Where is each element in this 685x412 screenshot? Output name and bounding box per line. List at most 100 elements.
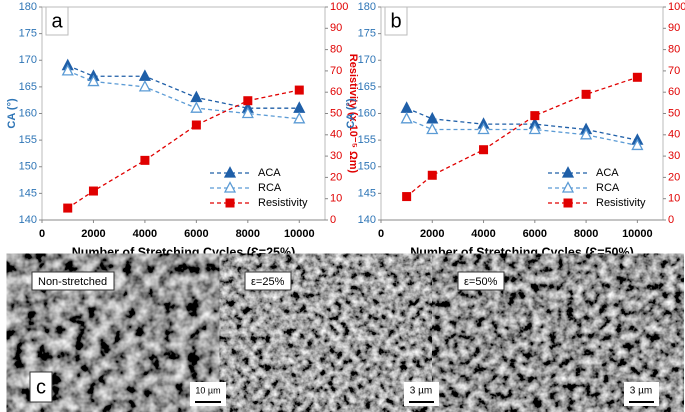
panel-label-box <box>45 6 69 36</box>
y2-tick-label: 70 <box>330 65 342 77</box>
marker <box>530 111 540 121</box>
series-line <box>67 64 300 109</box>
marker <box>138 79 151 92</box>
y2-tick-label: 20 <box>330 171 342 183</box>
y-tick-label: 160 <box>358 107 376 119</box>
y-axis-label: CA (°) <box>345 98 357 129</box>
series-line <box>406 118 638 147</box>
x-tick-label: 0 <box>378 228 384 240</box>
y-tick-label: 160 <box>19 107 37 119</box>
x-tick-label: 8000 <box>236 228 260 240</box>
legend-label: RCA <box>596 182 620 194</box>
image-label: ε=25% <box>251 276 285 288</box>
y2-tick-label: 80 <box>330 44 342 56</box>
legend-label: ACA <box>258 167 281 179</box>
x-axis-label: Number of Stretching Cycles (Ɛ=50%) <box>410 245 634 259</box>
y2-axis-label: Resistivity (x 10⁻⁵ Ωm) <box>347 54 359 174</box>
image-label: Non-stretched <box>38 276 107 288</box>
marker <box>190 90 203 103</box>
marker <box>140 155 150 165</box>
y-tick-label: 140 <box>19 214 37 226</box>
panel-label: b <box>390 10 401 32</box>
y-tick-label: 140 <box>358 214 376 226</box>
panel-label: a <box>51 10 63 32</box>
y2-tick-label: 0 <box>330 214 336 226</box>
y2-tick-label: 90 <box>330 22 342 34</box>
marker <box>528 122 541 135</box>
y2-tick-label: 70 <box>668 65 680 77</box>
legend-label: Resistivity <box>596 197 646 209</box>
marker <box>138 69 151 81</box>
panel-label-box <box>29 371 53 403</box>
y2-tick-label: 0 <box>668 214 674 226</box>
marker <box>400 111 413 124</box>
y2-tick-label: 60 <box>668 86 680 98</box>
marker <box>88 186 98 196</box>
x-tick-label: 10000 <box>622 228 653 240</box>
y2-tick-label: 100 <box>330 1 348 13</box>
y2-tick-label: 60 <box>330 86 342 98</box>
y-tick-label: 175 <box>19 28 37 40</box>
y2-tick-label: 20 <box>668 171 680 183</box>
y2-tick-label: 80 <box>668 44 680 56</box>
marker <box>400 101 413 113</box>
charts: 140 145 150 155 160 165 170 175 180 0 10 20 30 40 50 60… <box>6 1 685 259</box>
legend-marker <box>563 198 573 208</box>
legend-marker <box>225 198 235 208</box>
marker <box>190 101 203 113</box>
image-label: ε=50% <box>464 276 498 288</box>
y2-tick-label: 100 <box>668 1 685 13</box>
x-tick-label: 4000 <box>133 228 157 240</box>
x-tick-label: 4000 <box>471 228 495 240</box>
marker <box>293 111 306 124</box>
marker <box>632 72 642 82</box>
marker <box>581 89 591 99</box>
label-box <box>31 271 115 291</box>
y-tick-label: 155 <box>358 134 376 146</box>
y2-tick-label: 40 <box>668 129 680 141</box>
scale-label: 3 µm <box>410 386 432 397</box>
legend-marker <box>561 181 575 193</box>
x-tick-label: 8000 <box>574 228 598 240</box>
y-axis-label: CA (°) <box>6 98 18 129</box>
series-line <box>67 70 300 120</box>
label-box <box>244 271 292 291</box>
y-tick-label: 180 <box>19 1 37 13</box>
marker <box>191 120 201 130</box>
plot-frame <box>41 6 326 221</box>
legend-label: RCA <box>258 182 282 194</box>
y-tick-label: 145 <box>19 187 37 199</box>
marker <box>479 145 489 155</box>
y-tick-label: 155 <box>19 134 37 146</box>
x-tick-label: 6000 <box>523 228 547 240</box>
panel-label: c <box>36 376 46 398</box>
y-tick-label: 180 <box>358 1 376 13</box>
x-tick-label: 2000 <box>420 228 444 240</box>
scale-label: 3 µm <box>630 386 652 397</box>
legend-marker <box>223 166 237 178</box>
y-tick-label: 150 <box>19 161 37 173</box>
y2-tick-label: 50 <box>330 107 342 119</box>
marker <box>61 64 74 76</box>
x-tick-label: 10000 <box>284 228 315 240</box>
y-tick-label: 150 <box>358 161 376 173</box>
y-tick-label: 170 <box>358 54 376 66</box>
legend-marker <box>223 181 237 193</box>
panel-label-box <box>384 6 408 36</box>
marker <box>63 203 73 213</box>
marker <box>426 111 439 124</box>
y2-tick-label: 40 <box>330 129 342 141</box>
y2-tick-label: 30 <box>668 150 680 162</box>
y2-tick-label: 30 <box>330 150 342 162</box>
legend-label: ACA <box>596 167 619 179</box>
marker <box>294 85 304 95</box>
y-tick-label: 165 <box>19 81 37 93</box>
series-line <box>406 107 638 141</box>
y2-tick-label: 10 <box>330 193 342 205</box>
marker <box>477 122 490 135</box>
marker <box>631 138 644 151</box>
series-line <box>67 89 300 209</box>
label-box <box>457 271 505 291</box>
y2-tick-label: 50 <box>668 107 680 119</box>
y2-tick-label: 90 <box>668 22 680 34</box>
